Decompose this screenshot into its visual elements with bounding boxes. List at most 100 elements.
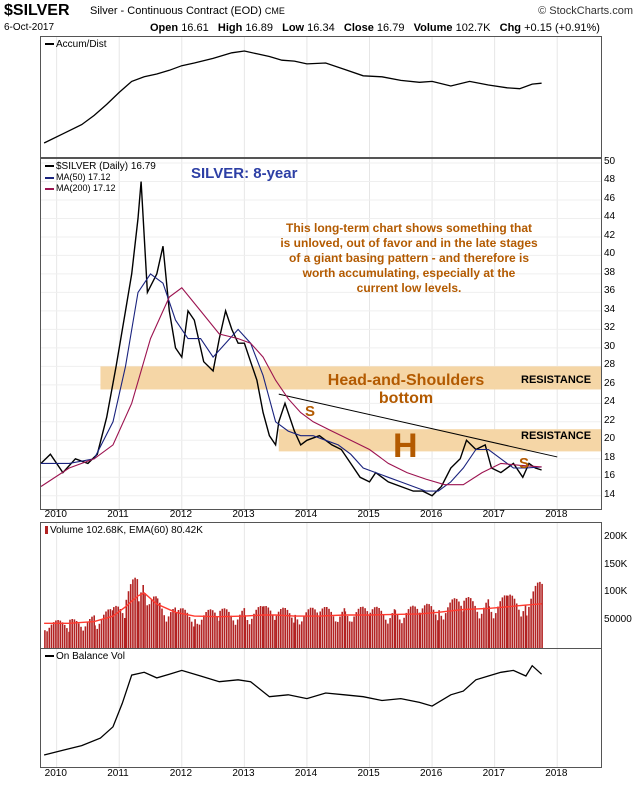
volume-bar: [525, 615, 528, 648]
volume-bar: [460, 605, 462, 648]
volume-bar: [344, 611, 347, 648]
x-tick-label: 2015: [357, 768, 380, 779]
volume-bar: [440, 615, 443, 648]
volume-bar: [275, 615, 278, 648]
volume-bar: [532, 591, 535, 648]
x-tick-label: 2017: [482, 768, 505, 779]
price-y-tick: 36: [604, 285, 616, 297]
price-y-tick: 24: [604, 396, 616, 408]
price-y-tick: 34: [604, 303, 616, 315]
volume-bar: [167, 616, 170, 648]
volume-bar: [321, 608, 324, 648]
volume-bar: [148, 604, 151, 648]
price-y-tick: 38: [604, 266, 616, 278]
volume-bar: [387, 623, 389, 648]
volume-bar: [262, 606, 264, 648]
volume-bar: [174, 607, 176, 648]
ma200-line: [40, 287, 542, 487]
volume-bar: [138, 601, 140, 648]
symbol-description: Silver - Continuous Contract (EOD) CME: [90, 5, 285, 17]
volume-bar: [175, 613, 178, 648]
volume-bar: [294, 614, 296, 648]
volume-bar: [528, 606, 530, 648]
neckline-trendline: [278, 393, 558, 458]
chart-title-annotation: SILVER: 8-year: [191, 165, 298, 182]
volume-panel: Volume 102.68K, EMA(60) 80.42K: [40, 522, 602, 649]
x-tick-label: 2013: [232, 768, 255, 779]
volume-y-tick: 150K: [604, 558, 628, 570]
chart-header: $SILVER Silver - Continuous Contract (EO…: [0, 0, 639, 36]
symbol: $SILVER: [4, 2, 70, 19]
volume-bar: [348, 621, 351, 648]
volume-y-tick: 100K: [604, 586, 628, 597]
volume-bar: [286, 609, 289, 648]
volume-bar: [483, 607, 485, 648]
volume-bar: [239, 614, 241, 648]
volume-bar: [339, 616, 341, 648]
volume-bar: [230, 615, 232, 648]
volume-bar: [378, 608, 380, 648]
volume-bar: [113, 607, 115, 648]
volume-bar: [488, 606, 490, 648]
volume-bar: [296, 619, 299, 648]
volume-bar: [332, 616, 335, 648]
volume-bar: [269, 610, 272, 648]
volume-bar: [73, 619, 76, 648]
volume-bar: [132, 579, 134, 648]
volume-bar: [495, 613, 497, 648]
volume-bar: [430, 606, 433, 648]
volume-bar: [115, 605, 117, 648]
volume-bar: [492, 618, 495, 648]
price-y-tick: 18: [604, 451, 616, 463]
volume-bar: [280, 609, 282, 648]
volume-bar: [159, 602, 161, 648]
volume-bar: [186, 612, 189, 648]
volume-bar: [485, 602, 487, 648]
accum-dist-label: Accum/Dist: [45, 39, 107, 50]
volume-bar: [298, 624, 301, 648]
price-legend: $SILVER (Daily) 16.79 MA(50) 17.12 MA(20…: [45, 161, 156, 194]
volume-bar: [447, 607, 449, 648]
volume-bar: [274, 619, 276, 648]
left-shoulder-label: S: [305, 403, 316, 420]
x-tick-label: 2016: [420, 768, 443, 779]
volume-bar: [55, 620, 57, 648]
volume-bar: [142, 585, 144, 648]
price-line: [40, 181, 542, 497]
volume-bar: [241, 610, 243, 648]
volume-bar: [291, 617, 293, 648]
volume-bar: [407, 609, 410, 648]
price-y-tick: 16: [604, 470, 616, 482]
x-tick-label: 2018: [545, 768, 568, 779]
volume-bar: [369, 612, 372, 648]
volume-bar: [146, 605, 148, 648]
x-tick-label: 2017: [482, 509, 505, 520]
resistance-band: [100, 366, 601, 390]
volume-bar: [463, 600, 465, 648]
volume-bar: [221, 608, 224, 648]
price-panel: $SILVER (Daily) 16.79 MA(50) 17.12 MA(20…: [40, 158, 602, 510]
volume-bar: [355, 612, 358, 648]
volume-bar: [184, 609, 186, 648]
volume-bar: [414, 606, 416, 648]
price-y-tick: 50: [604, 156, 616, 167]
brand-logo[interactable]: © StockCharts.com: [538, 5, 633, 17]
volume-bar: [44, 630, 46, 648]
volume-bar: [530, 598, 532, 648]
volume-bar: [316, 612, 318, 648]
accum-dist-line: [43, 50, 542, 144]
pattern-annotation: Head-and-Shoulders bottom: [327, 372, 485, 407]
volume-bar: [437, 620, 439, 648]
price-y-tick: 48: [604, 174, 616, 186]
accum-dist-plot: [43, 37, 558, 157]
volume-bar: [59, 620, 62, 648]
volume-bar: [251, 618, 253, 648]
price-y-tick: 44: [604, 211, 616, 223]
volume-bar: [100, 619, 103, 648]
volume-bar: [391, 613, 394, 648]
volume-bar: [170, 612, 172, 648]
volume-bar: [421, 608, 424, 648]
volume-bar: [63, 624, 66, 648]
resistance-label-upper: RESISTANCE: [521, 374, 592, 386]
volume-bar: [66, 628, 68, 648]
